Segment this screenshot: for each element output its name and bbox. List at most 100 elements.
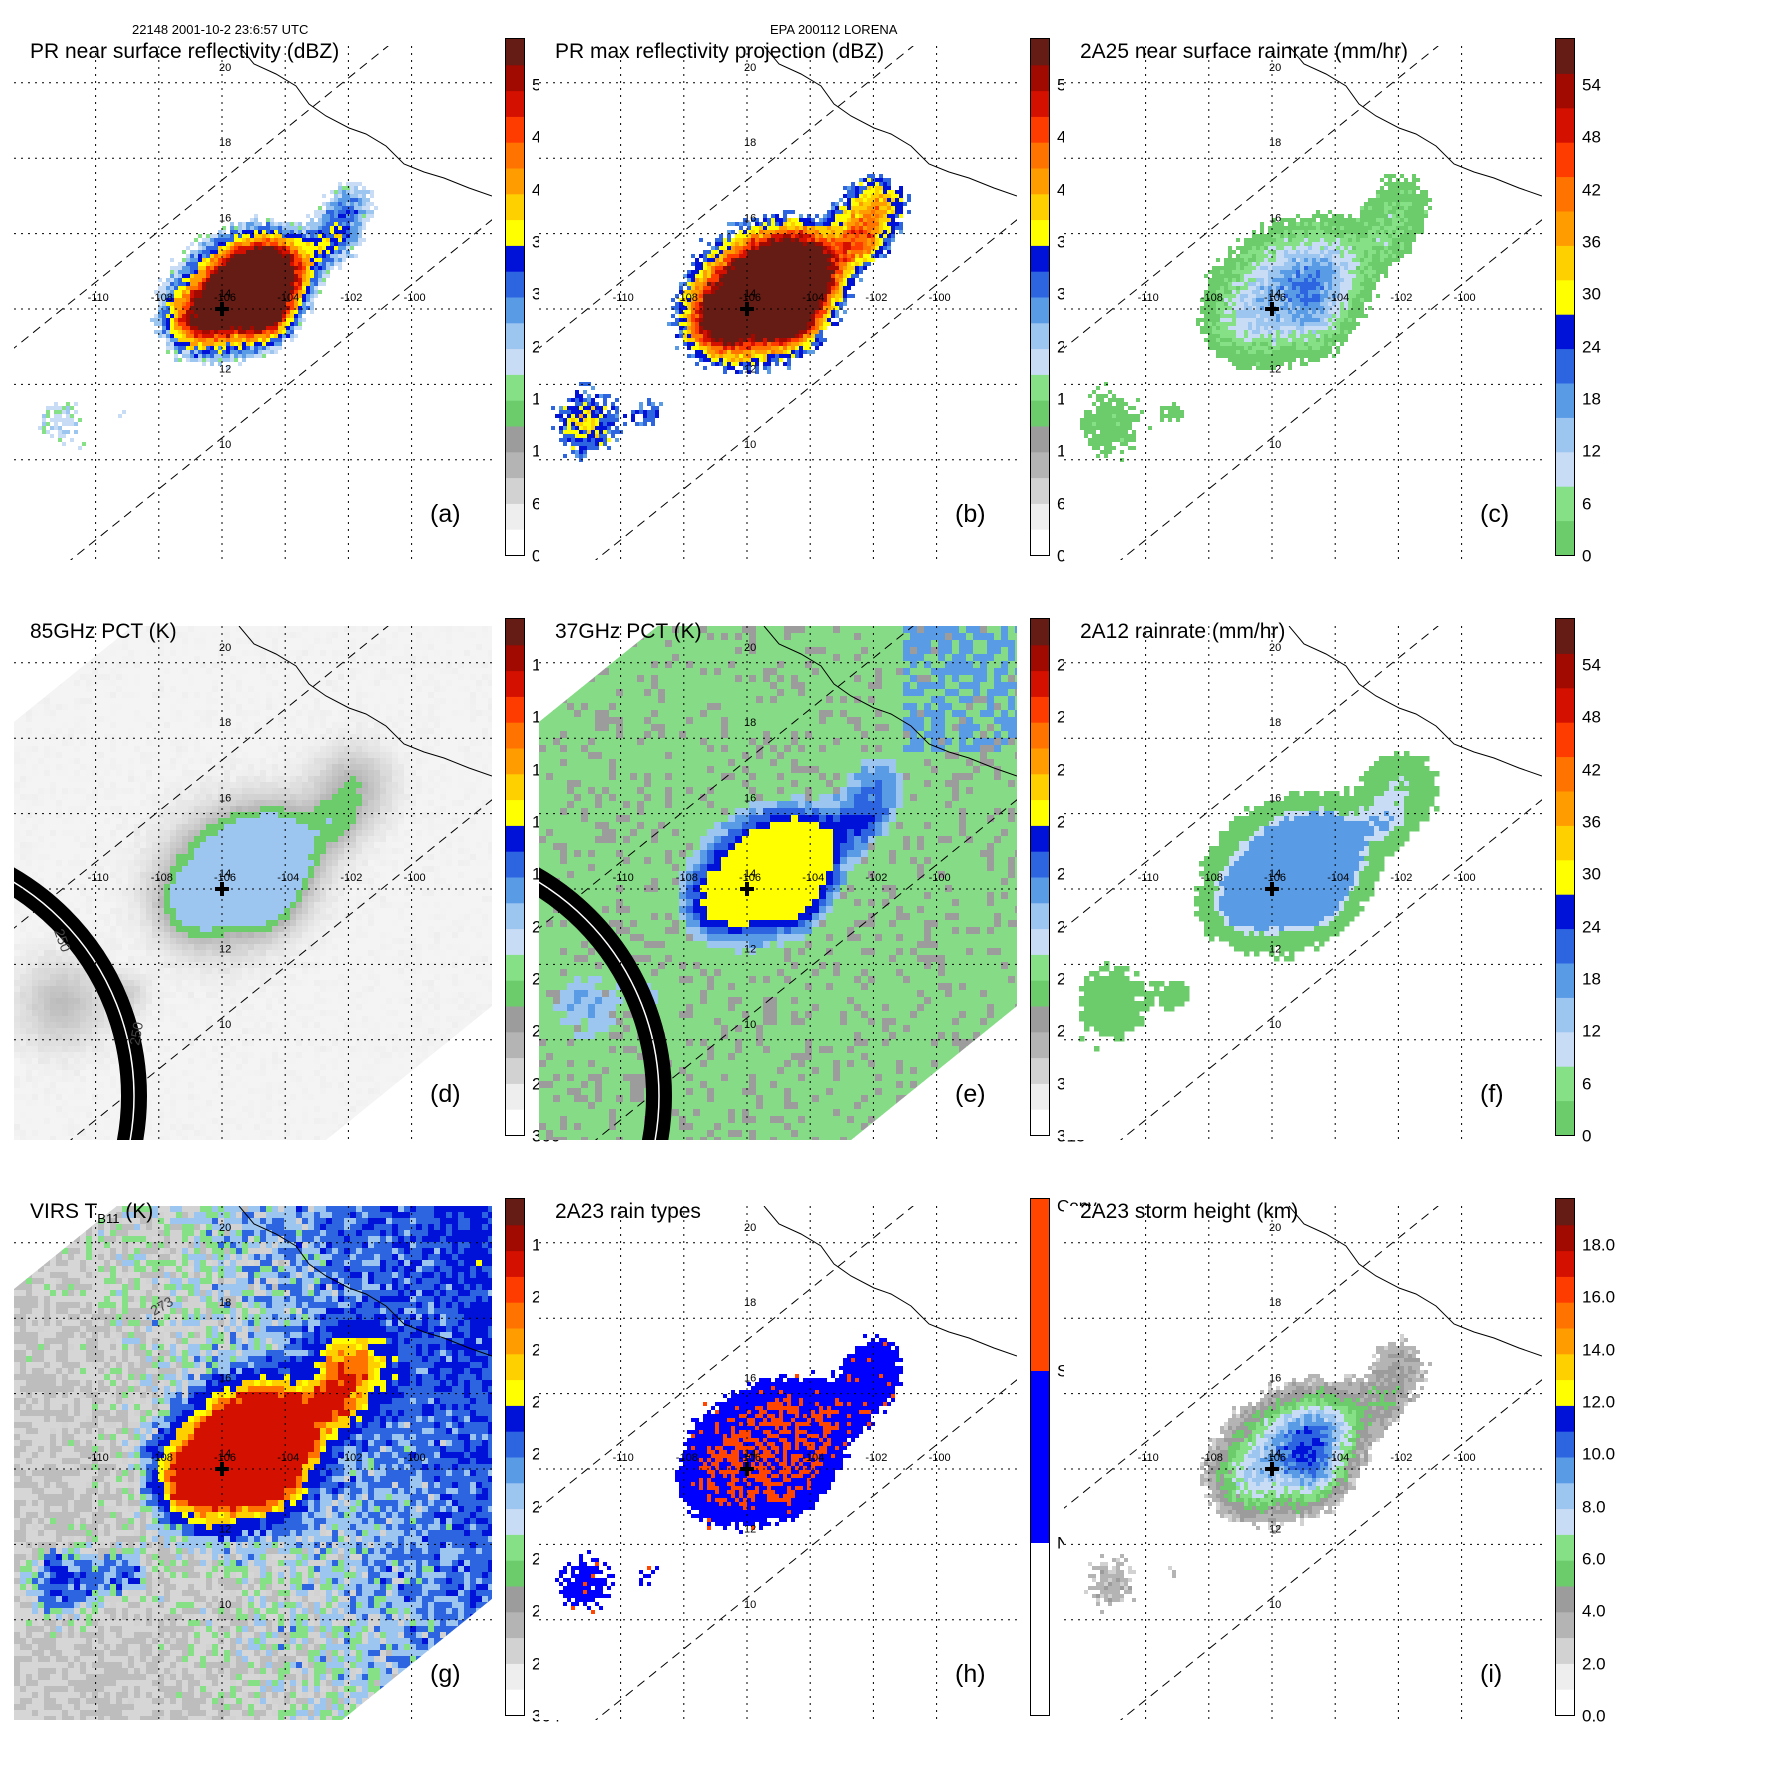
- rain-cell: [583, 446, 587, 450]
- rain-cell: [1348, 326, 1352, 330]
- rain-cell: [723, 342, 727, 346]
- rain-cell: [831, 282, 835, 286]
- rain-cell: [743, 282, 747, 286]
- rain-cell: [1408, 194, 1412, 198]
- rain-cell: [847, 270, 851, 274]
- rain-cell: [859, 202, 863, 206]
- rain-cell: [1388, 178, 1392, 182]
- rain-cell: [1328, 218, 1332, 222]
- rain-cell: [735, 370, 739, 374]
- rain-cell: [286, 242, 290, 246]
- rain-cell: [879, 198, 883, 202]
- rain-cell: [1220, 338, 1224, 342]
- rain-cell: [1336, 278, 1340, 282]
- colorbar-band: [506, 374, 524, 400]
- rain-cell: [707, 338, 711, 342]
- rain-cell: [1316, 210, 1320, 214]
- rain-cell: [767, 318, 771, 322]
- rain-cell: [1360, 226, 1364, 230]
- rain-cell: [202, 282, 206, 286]
- rain-cell: [190, 270, 194, 274]
- rain-cell: [322, 234, 326, 238]
- rain-cell: [238, 298, 242, 302]
- rain-cell: [186, 290, 190, 294]
- rain-cell: [843, 230, 847, 234]
- rain-cell: [282, 286, 286, 290]
- rain-cell: [1296, 322, 1300, 326]
- rain-cell: [775, 294, 779, 298]
- rain-cell: [198, 250, 202, 254]
- rain-cell: [623, 422, 627, 426]
- rain-cell: [202, 354, 206, 358]
- rain-cell: [314, 254, 318, 258]
- rain-cell: [226, 322, 230, 326]
- rain-cell: [747, 238, 751, 242]
- rain-cell: [190, 354, 194, 358]
- rain-cell: [246, 338, 250, 342]
- rain-cell: [723, 314, 727, 318]
- rain-cell: [767, 358, 771, 362]
- rain-cell: [571, 450, 575, 454]
- rain-cell: [1404, 178, 1408, 182]
- rain-cell: [174, 354, 178, 358]
- rain-cell: [322, 254, 326, 258]
- rain-cell: [847, 294, 851, 298]
- rain-cell: [735, 222, 739, 226]
- rain-cell: [1228, 282, 1232, 286]
- rain-cell: [1368, 286, 1372, 290]
- rain-cell: [1308, 250, 1312, 254]
- rain-cell: [799, 338, 803, 342]
- rain-cell: [759, 326, 763, 330]
- rain-cell: [851, 226, 855, 230]
- rain-cell: [827, 270, 831, 274]
- rain-cell: [182, 286, 186, 290]
- rain-cell: [1216, 342, 1220, 346]
- rain-cell: [747, 242, 751, 246]
- rain-cell: [1384, 194, 1388, 198]
- rain-cell: [1312, 330, 1316, 334]
- rain-cell: [1240, 270, 1244, 274]
- rain-cell: [835, 282, 839, 286]
- rain-cell: [1268, 346, 1272, 350]
- rain-cell: [1356, 218, 1360, 222]
- rain-cell: [779, 258, 783, 262]
- rain-cell: [1324, 238, 1328, 242]
- rain-cell: [719, 346, 723, 350]
- rain-cell: [719, 362, 723, 366]
- rain-cell: [815, 282, 819, 286]
- rain-cell: [234, 338, 238, 342]
- rain-cell: [767, 222, 771, 226]
- rain-cell: [1376, 270, 1380, 274]
- rain-cell: [262, 282, 266, 286]
- rain-cell: [1276, 338, 1280, 342]
- rain-cell: [579, 426, 583, 430]
- rain-cell: [891, 222, 895, 226]
- rain-cell: [1344, 318, 1348, 322]
- rain-cell: [707, 298, 711, 302]
- rain-cell: [254, 254, 258, 258]
- rain-cell: [1340, 250, 1344, 254]
- rain-cell: [735, 258, 739, 262]
- rain-cell: [755, 282, 759, 286]
- rain-cell: [699, 270, 703, 274]
- rain-cell: [1280, 234, 1284, 238]
- rain-cell: [747, 262, 751, 266]
- rain-cell: [847, 258, 851, 262]
- rain-cell: [1296, 238, 1300, 242]
- rain-cell: [298, 254, 302, 258]
- rain-cell: [350, 226, 354, 230]
- rain-cell: [803, 338, 807, 342]
- rain-cell: [867, 194, 871, 198]
- rain-cell: [358, 226, 362, 230]
- rain-cell: [863, 246, 867, 250]
- rain-cell: [1396, 238, 1400, 242]
- rain-cell: [779, 326, 783, 330]
- rain-cell: [330, 262, 334, 266]
- rain-cell: [815, 258, 819, 262]
- rain-cell: [791, 274, 795, 278]
- rain-cell: [587, 418, 591, 422]
- rain-cell: [1364, 254, 1368, 258]
- rain-cell: [206, 262, 210, 266]
- rain-cell: [274, 338, 278, 342]
- rain-cell: [286, 310, 290, 314]
